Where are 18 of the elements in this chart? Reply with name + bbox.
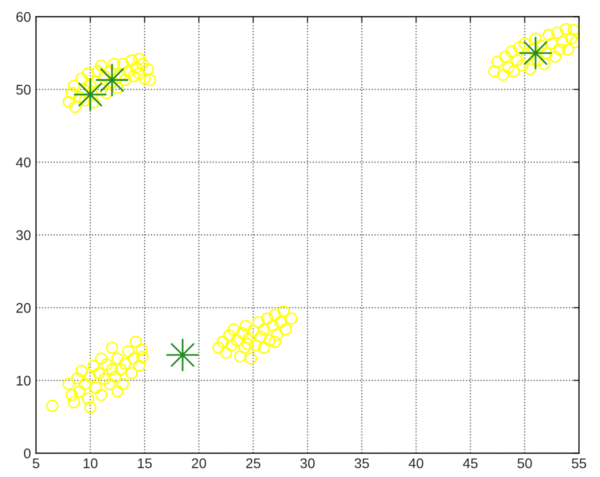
x-tick-label: 10	[84, 458, 98, 468]
y-tick-label: 60	[16, 12, 31, 22]
y-tick-label: 30	[16, 230, 31, 240]
x-tick-label: 35	[354, 458, 369, 468]
x-tick-label: 25	[246, 458, 260, 468]
y-tick-label: 50	[16, 84, 31, 95]
x-tick-label: 50	[518, 458, 532, 468]
x-tick-label: 15	[138, 458, 152, 468]
y-tick-label: 0	[24, 448, 31, 458]
x-tick-label: 5	[32, 458, 40, 468]
x-tick-label: 20	[192, 458, 206, 468]
x-tick-label: 45	[462, 458, 478, 468]
y-tick-label: 20	[16, 303, 31, 313]
x-tick-label: 40	[408, 458, 424, 468]
y-tick-label: 10	[16, 376, 31, 386]
x-tick-label: 30	[300, 458, 315, 468]
x-tick-label: 55	[572, 458, 586, 468]
y-tick-label: 40	[16, 158, 31, 168]
